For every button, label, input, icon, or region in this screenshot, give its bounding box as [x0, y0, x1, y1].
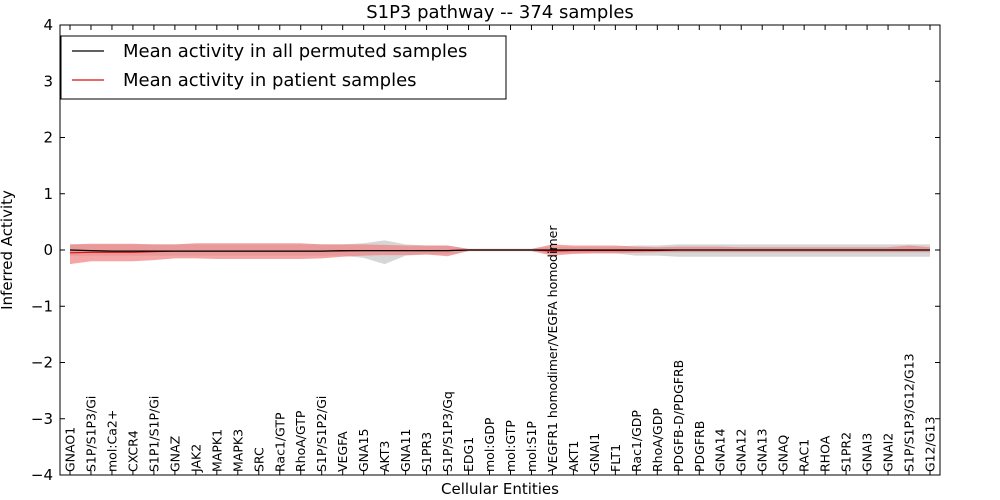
x-tick-label: RhoA/GTP — [293, 410, 308, 472]
x-tick-label: GNA12 — [734, 429, 749, 473]
legend-box — [60, 35, 507, 100]
x-tick-label: mol:S1P — [524, 421, 539, 472]
x-tick-label: SRC — [251, 447, 266, 472]
y-tick-label: 2 — [43, 129, 53, 147]
legend-label-permuted: Mean activity in all permuted samples — [123, 41, 467, 62]
x-tick-label: RhoA/GDP — [650, 408, 665, 472]
x-tick-label: VEGFR1 homodimer/VEGFA homodimer — [545, 225, 560, 472]
x-tick-label: mol:GDP — [482, 417, 497, 472]
x-tick-label: mol:Ca2+ — [105, 410, 120, 472]
confidence-bands — [70, 240, 930, 265]
line-series-0 — [69, 249, 930, 252]
x-tick-label: GNA14 — [713, 428, 728, 472]
x-tick-label: GNAO1 — [63, 427, 78, 472]
y-tick-label: 3 — [43, 72, 53, 90]
legend: Mean activity in all permuted samples Me… — [60, 35, 507, 100]
band-series-1 — [70, 243, 930, 265]
y-tick-label: 1 — [43, 185, 53, 203]
x-tick-label: S1PR3 — [419, 432, 434, 472]
x-tick-label: MAPK1 — [209, 429, 224, 472]
y-axis-ticks: −4 −3 −2 −1 0 1 2 3 4 — [31, 16, 940, 484]
x-tick-label: S1P/S1P3/Gi — [84, 396, 99, 472]
y-tick-label: 4 — [43, 16, 53, 34]
chart-title: S1P3 pathway -- 374 samples — [366, 2, 634, 23]
x-tick-label: PDGFB-D/PDGFRB — [671, 360, 686, 472]
x-tick-label: PDGFRB — [692, 421, 707, 472]
legend-label-patient: Mean activity in patient samples — [123, 70, 417, 91]
series-lines — [69, 249, 930, 254]
x-tick-label: GNA13 — [755, 429, 770, 473]
x-tick-label: S1P/S1P3/G12/G13 — [902, 353, 917, 472]
y-tick-label: 0 — [43, 241, 53, 259]
x-tick-label: GNAZ — [167, 436, 182, 472]
x-tick-label: S1P1/S1P/Gi — [146, 396, 161, 472]
x-axis-label: Cellular Entities — [441, 480, 559, 498]
x-tick-label: mol:GTP — [503, 420, 518, 472]
y-tick-label: −3 — [31, 410, 53, 428]
x-tick-label: GNA15 — [356, 429, 371, 473]
y-tick-label: −1 — [31, 297, 53, 315]
x-tick-label: JAK2 — [188, 444, 203, 473]
x-tick-label: EDG1 — [461, 437, 476, 472]
x-axis-ticks: GNAO1 S1P/S1P3/Gi mol:Ca2+ CXCR4 S1P1/S1P/Gi… — [63, 25, 938, 475]
x-tick-label: GNAI1 — [587, 433, 602, 472]
x-tick-label: CXCR4 — [125, 430, 140, 472]
x-tick-label: FLT1 — [608, 444, 623, 472]
x-tick-label: AKT1 — [566, 441, 581, 472]
x-tick-label: S1P/S1P3/Gq — [440, 391, 455, 472]
x-tick-label: GNAI2 — [881, 433, 896, 472]
x-tick-label: G12/G13 — [923, 417, 938, 472]
x-tick-label: GNAQ — [776, 435, 791, 472]
y-axis-label: Inferred Activity — [0, 190, 16, 310]
x-tick-label: GNAI3 — [860, 433, 875, 472]
x-tick-label: RAC1 — [797, 439, 812, 472]
x-tick-label: Rac1/GTP — [272, 412, 287, 472]
x-tick-label: S1PR2 — [839, 432, 854, 472]
x-tick-label: GNA11 — [398, 429, 413, 473]
y-tick-label: −2 — [31, 354, 53, 372]
y-tick-label: −4 — [31, 466, 53, 484]
x-tick-label: Rac1/GDP — [629, 410, 644, 472]
x-tick-label: MAPK3 — [230, 429, 245, 472]
x-tick-label: AKT3 — [377, 441, 392, 472]
x-tick-label: VEGFA — [335, 431, 350, 472]
x-tick-label: RHOA — [818, 435, 833, 472]
x-tick-label: S1P/S1P2/Gi — [314, 396, 329, 472]
